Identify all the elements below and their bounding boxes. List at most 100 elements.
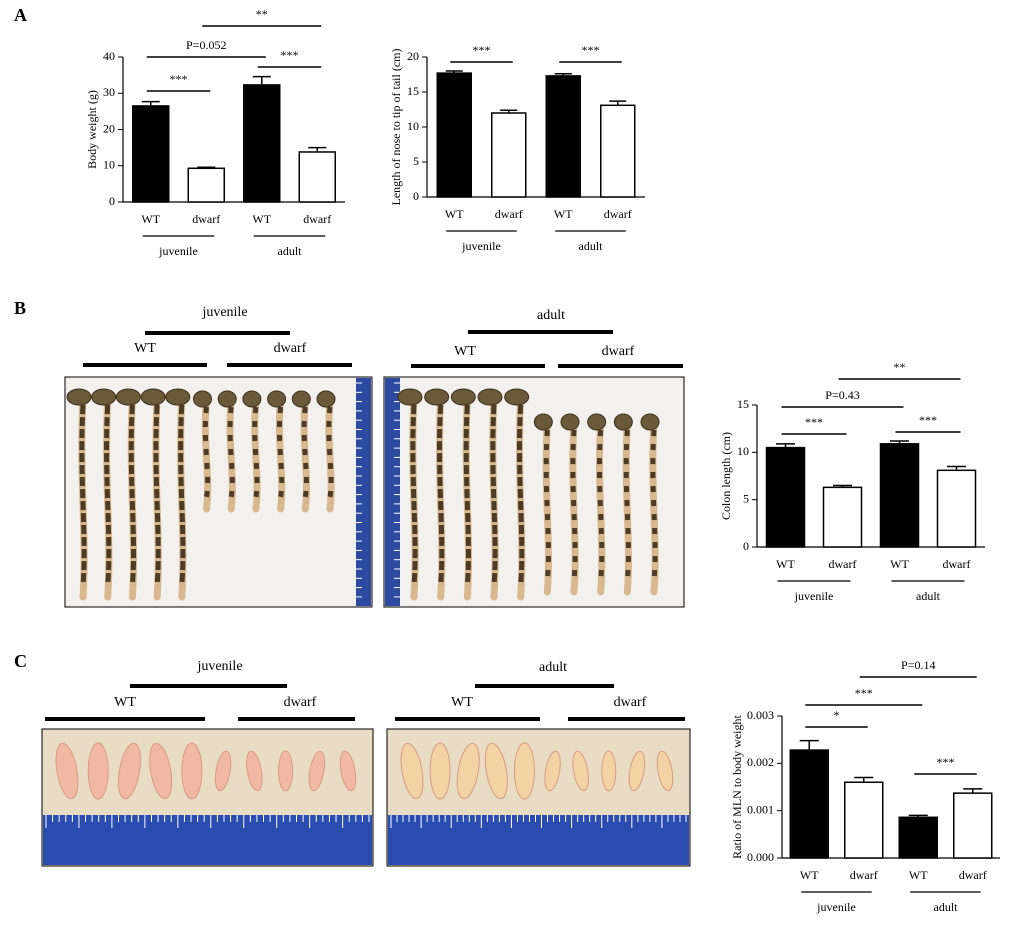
group-label: juvenile xyxy=(461,239,501,253)
bar xyxy=(822,486,863,548)
colon-content xyxy=(79,404,87,586)
cecum xyxy=(66,388,92,406)
cecum xyxy=(140,388,166,406)
y-axis-label: Ratio of MLN to body weight xyxy=(730,715,744,859)
photo-genotype-label: dwarf xyxy=(602,344,635,359)
significance-label: *** xyxy=(919,413,937,427)
cecum xyxy=(640,413,660,431)
lymph-node xyxy=(246,750,263,792)
photo-genotype-label: WT xyxy=(114,695,136,710)
y-tick-label: 10 xyxy=(737,444,749,458)
photo xyxy=(386,728,691,867)
lymph-node xyxy=(181,742,203,800)
y-tick-label: 30 xyxy=(103,85,115,99)
cecum xyxy=(316,390,336,408)
x-tick-label: WT xyxy=(554,207,573,221)
bar xyxy=(132,105,170,203)
significance-label: *** xyxy=(582,43,600,57)
photo xyxy=(41,728,374,867)
significance-label: P=0.052 xyxy=(186,38,226,52)
significance-label: *** xyxy=(937,755,955,769)
x-tick-label: WT xyxy=(445,207,464,221)
lymph-node xyxy=(544,750,561,792)
lymph-node xyxy=(628,750,646,792)
y-tick-label: 5 xyxy=(743,491,749,505)
lymph-node xyxy=(149,742,173,800)
photo xyxy=(383,376,685,608)
significance-label: ** xyxy=(894,360,906,374)
significance-label: *** xyxy=(170,72,188,86)
bar xyxy=(953,792,993,859)
group-label: adult xyxy=(278,244,303,258)
photo-group-label: juvenile xyxy=(201,305,247,320)
cecum xyxy=(424,388,450,406)
group-label: adult xyxy=(916,589,941,603)
y-axis-label: Colon length (cm) xyxy=(719,432,733,520)
lymph-node xyxy=(55,742,79,800)
group-label: juvenile xyxy=(158,244,198,258)
photo-group-label: adult xyxy=(539,660,567,675)
x-tick-label: dwarf xyxy=(604,207,632,221)
group-label: juvenile xyxy=(794,589,834,603)
cecum xyxy=(267,390,287,408)
photo-frame xyxy=(64,376,373,608)
bar xyxy=(789,749,829,859)
photo-genotype-label: WT xyxy=(451,695,473,710)
ruler xyxy=(356,378,371,606)
photo-genotype-label: dwarf xyxy=(274,341,307,356)
y-tick-label: 0 xyxy=(413,189,419,203)
x-tick-label: dwarf xyxy=(850,868,878,882)
x-tick-label: dwarf xyxy=(959,868,987,882)
colon-content xyxy=(517,404,525,586)
y-tick-label: 0.003 xyxy=(747,708,774,722)
bar xyxy=(936,469,977,548)
ruler xyxy=(43,815,372,865)
photo-group-label: adult xyxy=(537,308,565,323)
significance-label: *** xyxy=(855,686,873,700)
lymph-node xyxy=(87,742,109,800)
y-tick-label: 15 xyxy=(737,397,749,411)
colon-content xyxy=(410,404,418,586)
panel-label: C xyxy=(14,651,27,671)
lymph-node xyxy=(601,750,617,792)
bar xyxy=(600,104,636,198)
lymph-node xyxy=(214,750,232,792)
photo xyxy=(64,376,373,608)
bar xyxy=(187,167,225,203)
lymph-node xyxy=(278,750,294,792)
significance-label: ** xyxy=(256,7,268,21)
colon-content xyxy=(178,404,186,586)
group-label: adult xyxy=(934,900,959,914)
cecum xyxy=(91,388,117,406)
bar xyxy=(545,75,581,198)
colon-content xyxy=(128,404,137,586)
lymph-node xyxy=(339,750,357,792)
cecum xyxy=(242,390,262,408)
x-tick-label: WT xyxy=(141,212,160,226)
bar xyxy=(765,446,806,548)
y-tick-label: 15 xyxy=(407,84,419,98)
photo-group-label: juvenile xyxy=(196,659,242,674)
cecum xyxy=(165,388,191,406)
y-tick-label: 40 xyxy=(103,49,115,63)
bar xyxy=(436,72,472,198)
significance-label: *** xyxy=(473,43,491,57)
colon-content xyxy=(153,404,161,586)
cecum xyxy=(291,390,311,408)
bar xyxy=(298,151,336,203)
panel-label: B xyxy=(14,298,26,318)
y-tick-label: 10 xyxy=(407,119,419,133)
lymph-node xyxy=(656,750,674,792)
bar xyxy=(491,112,527,198)
photo-genotype-label: dwarf xyxy=(284,695,317,710)
x-tick-label: dwarf xyxy=(192,212,220,226)
x-tick-label: dwarf xyxy=(943,557,971,571)
lymph-node xyxy=(429,742,451,800)
significance-label: * xyxy=(834,708,840,722)
y-tick-label: 20 xyxy=(103,121,115,135)
bar xyxy=(844,781,884,859)
y-axis-label: Body weight (g) xyxy=(85,90,99,169)
group-label: juvenile xyxy=(816,900,856,914)
cecum xyxy=(115,388,141,406)
